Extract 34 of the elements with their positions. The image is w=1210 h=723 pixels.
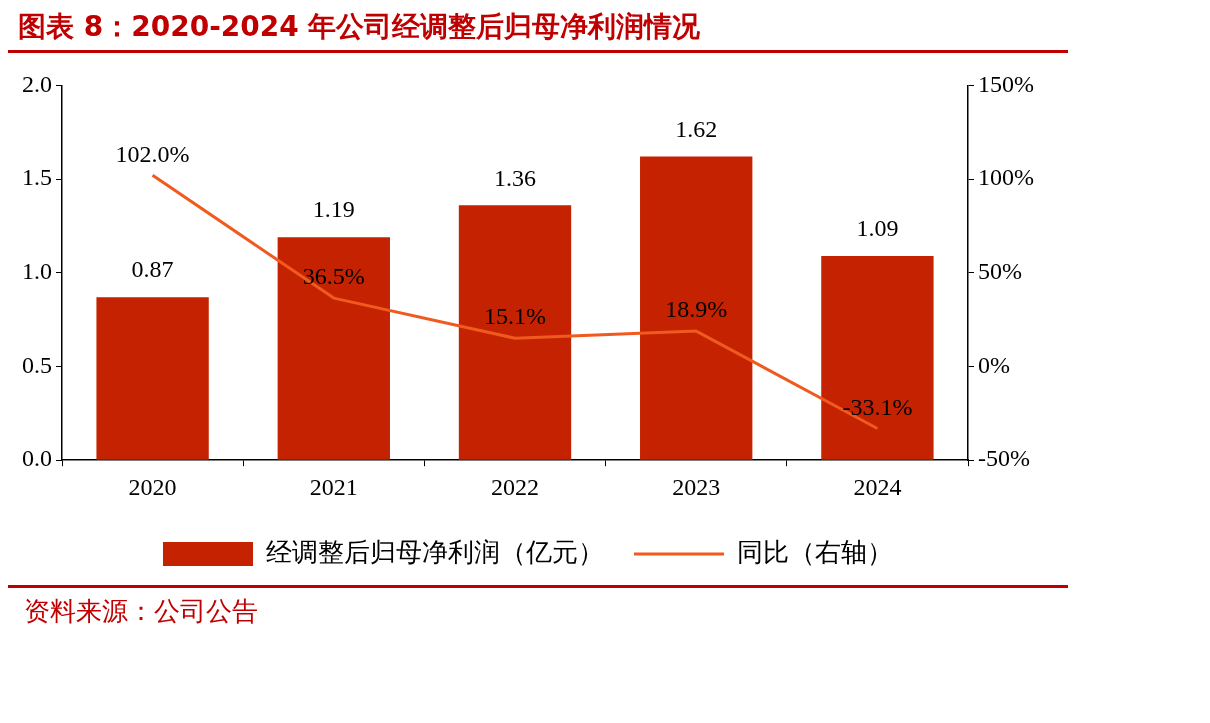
bar	[640, 156, 753, 460]
x-tick-label: 2022	[491, 473, 539, 500]
text: 资料来源：公司公告	[23, 595, 259, 628]
y-tick-label: 0.5	[22, 351, 52, 378]
data-label: 102.0%	[115, 140, 190, 167]
data-label: 15.1%	[484, 303, 546, 330]
y2-tick-label: 50%	[978, 258, 1023, 285]
data-label: 1.19	[312, 196, 355, 223]
y2-tick-label: -50%	[978, 445, 1030, 472]
y-tick-label: 1.5	[22, 164, 52, 191]
bar	[277, 237, 390, 460]
legend-label: 经调整后归母净利润（亿元）	[266, 537, 604, 567]
data-label: 0.87	[131, 256, 174, 283]
y2-tick-label: 150%	[978, 70, 1035, 97]
data-label: 1.36	[494, 164, 536, 191]
x-tick-label: 2021	[309, 473, 358, 500]
bar	[96, 297, 209, 460]
y2-tick-label: 100%	[978, 164, 1035, 191]
data-label: -33.1%	[842, 393, 913, 420]
x-tick-label: 2024	[853, 473, 902, 500]
legend-label: 同比（右轴）	[737, 537, 893, 567]
chart-title: 图表 8：2020-2024 年公司经调整后归母净利润情况	[8, 8, 1068, 53]
y-tick-label: 1.0	[22, 258, 52, 285]
y2-tick-label: 0%	[978, 351, 1011, 378]
data-label: 1.62	[675, 115, 718, 142]
y-tick-label: 2.0	[22, 70, 52, 97]
bar	[821, 255, 934, 460]
y-tick-label: 0.0	[22, 445, 52, 472]
data-label: 18.9%	[665, 296, 728, 323]
data-label: 36.5%	[302, 263, 365, 290]
x-tick-label: 2020	[128, 473, 177, 500]
x-tick-label: 2023	[672, 473, 721, 500]
bar	[458, 205, 572, 460]
data-label: 1.09	[856, 215, 899, 242]
